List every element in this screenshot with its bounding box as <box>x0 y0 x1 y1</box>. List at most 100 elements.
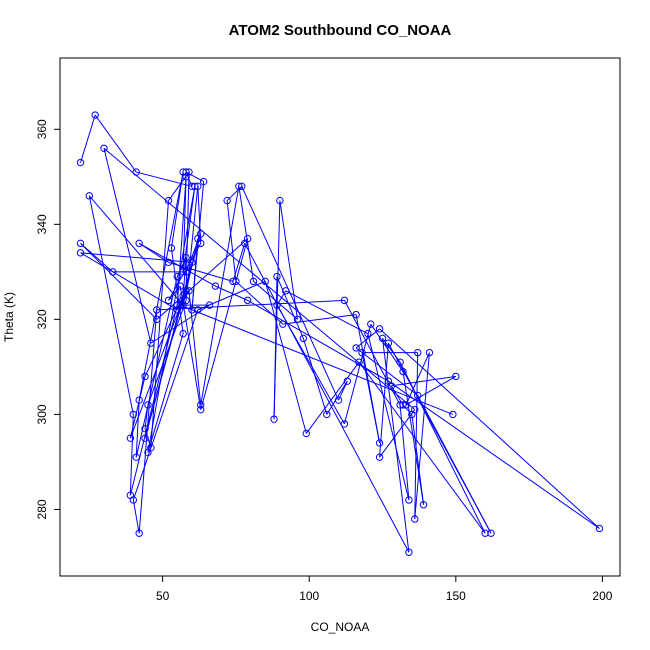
data-point <box>179 168 187 176</box>
series-segment <box>144 404 149 429</box>
data-point <box>299 334 308 343</box>
data-point <box>179 268 187 276</box>
series-segment <box>88 195 134 415</box>
data-point <box>164 296 173 305</box>
data-point <box>188 258 196 267</box>
data-point <box>182 296 190 305</box>
data-point <box>164 258 173 267</box>
data-point <box>405 496 413 504</box>
data-point <box>355 358 363 366</box>
series-segment <box>168 171 190 201</box>
series-segment <box>150 304 210 344</box>
series-segment <box>367 333 410 501</box>
series-segment <box>391 375 456 387</box>
y-axis-label: Theta (K) <box>2 292 16 342</box>
data-point <box>229 277 237 286</box>
data-point <box>413 348 422 357</box>
data-point <box>375 325 384 333</box>
data-point <box>293 315 302 324</box>
data-point <box>173 272 181 281</box>
series-segment <box>279 200 298 320</box>
data-point <box>132 168 140 176</box>
data-point <box>153 306 161 314</box>
data-point <box>147 339 155 347</box>
data-point <box>352 310 360 319</box>
data-point <box>176 301 184 309</box>
data-point <box>364 329 372 338</box>
series-segment <box>136 171 193 187</box>
series-segment <box>305 361 360 434</box>
y-tick-label: 280 <box>35 499 49 519</box>
data-point <box>185 287 193 295</box>
data-point <box>396 358 404 366</box>
data-point <box>164 196 173 205</box>
x-tick-label: 150 <box>446 589 466 603</box>
series-segment <box>132 499 140 534</box>
series-segment <box>144 295 184 377</box>
data-point <box>141 372 149 381</box>
series-segment <box>182 186 196 272</box>
data-point <box>261 277 269 286</box>
y-axis: 280 300 320 340 360 <box>35 119 60 519</box>
data-point <box>378 334 387 343</box>
data-point <box>182 268 190 276</box>
data-point <box>100 144 108 152</box>
y-tick-label: 340 <box>35 214 49 234</box>
data-point <box>141 424 149 433</box>
y-tick-label: 320 <box>35 309 49 329</box>
x-axis-label: CO_NOAA <box>311 620 370 634</box>
data-point <box>270 415 278 423</box>
series-segment <box>273 276 278 420</box>
series-segment <box>215 285 248 301</box>
data-point <box>384 377 393 385</box>
data-point <box>197 239 205 248</box>
series-segment <box>343 300 401 406</box>
series-segment <box>361 352 381 444</box>
data-point <box>76 158 85 167</box>
series-segment <box>358 361 486 534</box>
data-point <box>182 253 190 262</box>
data-point <box>282 287 290 295</box>
series-segment <box>94 114 137 173</box>
data-point <box>188 306 196 314</box>
series-segment <box>285 290 369 335</box>
series-segment <box>138 309 158 534</box>
data-point <box>147 443 155 452</box>
data-point <box>109 268 117 276</box>
data-point <box>197 405 205 414</box>
series-segment <box>147 300 187 406</box>
series-segment <box>103 148 152 344</box>
data-point <box>211 282 220 290</box>
series-segment <box>355 347 419 396</box>
series-segment <box>399 404 410 501</box>
x-tick-label: 50 <box>156 589 170 603</box>
series-segment <box>138 242 216 287</box>
series-segment <box>129 290 187 439</box>
series-segment <box>379 328 600 529</box>
data-point <box>273 272 281 281</box>
series-segment <box>176 176 187 306</box>
data-point <box>384 339 393 347</box>
data-point <box>76 249 85 257</box>
data-point <box>399 367 407 376</box>
series-segment <box>135 400 140 458</box>
y-tick-label: 360 <box>35 119 49 139</box>
data-point <box>343 377 352 385</box>
data-point <box>241 239 249 248</box>
series-segment <box>379 343 389 458</box>
data-point <box>194 306 202 314</box>
data-point <box>129 410 137 419</box>
data-point <box>279 320 287 328</box>
series-segment <box>80 252 192 263</box>
data-point <box>232 277 240 286</box>
data-point <box>449 410 457 419</box>
data-point <box>199 177 208 186</box>
data-point <box>135 396 143 404</box>
series-segment <box>405 375 457 406</box>
data-point <box>413 391 422 400</box>
data-point <box>176 282 184 290</box>
data-point <box>167 244 176 252</box>
data-point <box>238 182 246 191</box>
series-segment <box>282 314 357 325</box>
